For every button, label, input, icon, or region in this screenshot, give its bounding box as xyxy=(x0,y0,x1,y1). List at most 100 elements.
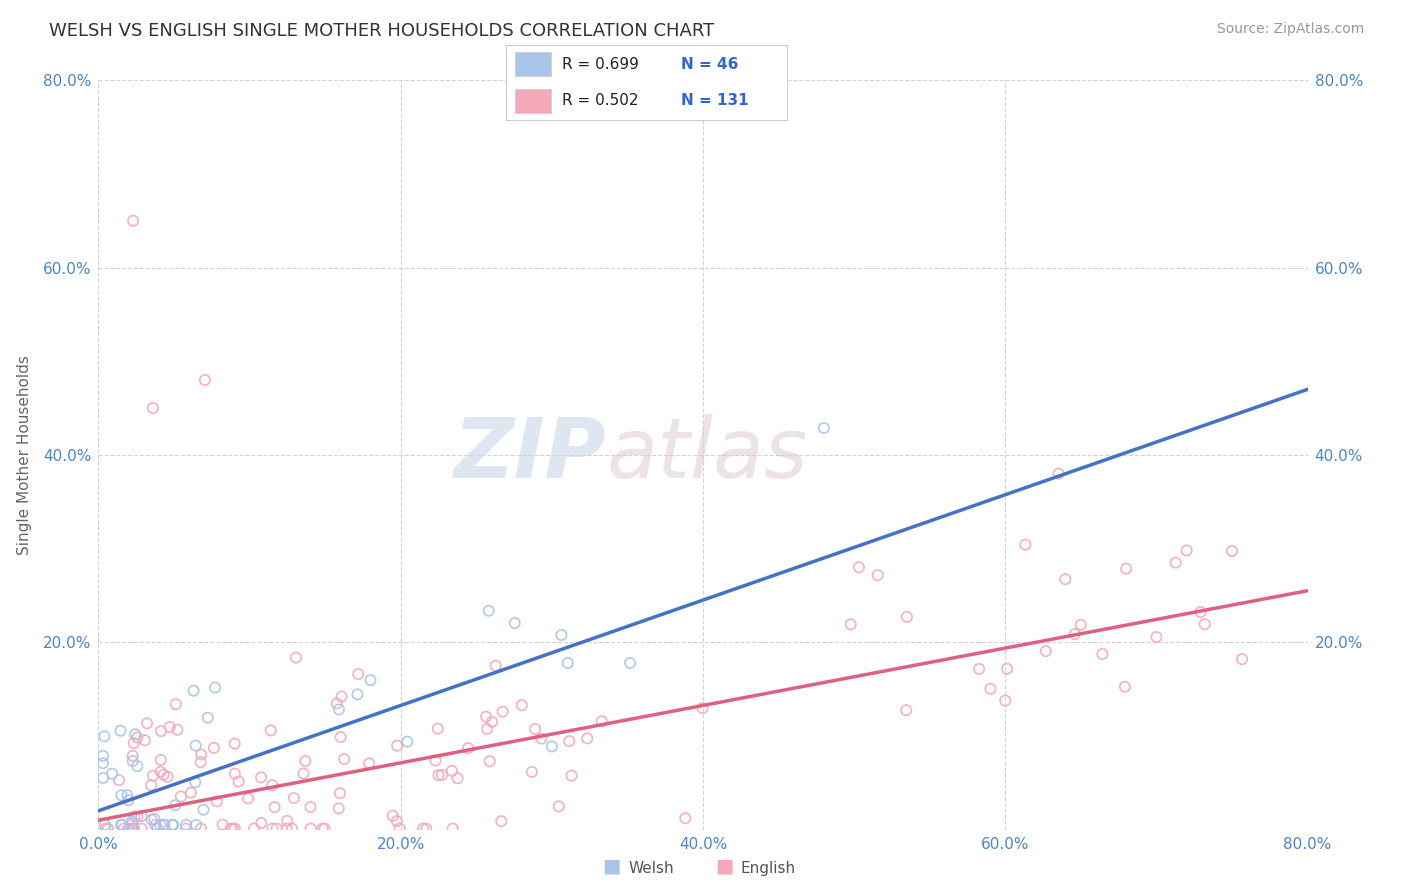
Point xyxy=(839,617,862,632)
Point xyxy=(122,736,145,750)
Point xyxy=(1230,652,1253,666)
Point xyxy=(328,801,350,815)
Point xyxy=(97,822,120,836)
Point xyxy=(1194,617,1216,632)
Point xyxy=(1014,538,1036,552)
Point xyxy=(1114,680,1136,694)
Point xyxy=(94,822,117,836)
Point xyxy=(388,822,411,836)
Point xyxy=(110,818,132,832)
Point xyxy=(101,766,124,780)
Point xyxy=(440,764,463,778)
Point xyxy=(117,793,139,807)
Point xyxy=(236,791,259,805)
Text: R = 0.699: R = 0.699 xyxy=(562,57,640,72)
Point xyxy=(1189,605,1212,619)
Point xyxy=(1047,467,1070,481)
Point xyxy=(184,739,207,753)
Text: atlas: atlas xyxy=(606,415,808,495)
Point xyxy=(475,710,498,724)
Text: ZIP: ZIP xyxy=(454,415,606,495)
Point xyxy=(205,794,228,808)
Point xyxy=(184,775,207,789)
Point xyxy=(561,768,583,782)
Point xyxy=(576,731,599,746)
Point xyxy=(193,803,215,817)
Point xyxy=(1070,617,1092,632)
Point xyxy=(492,705,515,719)
Point xyxy=(346,687,368,701)
Point xyxy=(276,822,298,836)
Point xyxy=(967,662,990,676)
Point xyxy=(160,818,183,832)
Point xyxy=(250,771,273,785)
Text: N = 131: N = 131 xyxy=(681,93,748,108)
Point xyxy=(127,731,149,745)
Point xyxy=(896,610,918,624)
Point xyxy=(121,814,143,829)
Point xyxy=(381,809,404,823)
Point xyxy=(122,213,145,227)
Point xyxy=(142,769,165,783)
Point xyxy=(134,733,156,747)
Text: ■: ■ xyxy=(602,857,621,876)
Point xyxy=(260,723,283,738)
Point xyxy=(524,722,547,736)
Point xyxy=(266,822,288,836)
Point xyxy=(385,739,408,753)
Point xyxy=(673,811,696,825)
Point xyxy=(124,727,146,741)
Point xyxy=(222,822,245,836)
Point xyxy=(243,822,266,836)
Point xyxy=(294,754,316,768)
Point xyxy=(131,809,153,823)
Point xyxy=(170,789,193,804)
Point xyxy=(263,800,285,814)
Point xyxy=(110,723,132,738)
Point xyxy=(127,810,149,824)
Point xyxy=(276,814,298,828)
Point xyxy=(1144,630,1167,644)
Point xyxy=(174,822,197,836)
Text: WELSH VS ENGLISH SINGLE MOTHER HOUSEHOLDS CORRELATION CHART: WELSH VS ENGLISH SINGLE MOTHER HOUSEHOLD… xyxy=(49,22,714,40)
Point xyxy=(111,818,134,832)
Point xyxy=(1220,544,1243,558)
Point xyxy=(328,702,350,716)
Point xyxy=(149,818,172,832)
Point xyxy=(262,778,284,792)
Point xyxy=(813,421,835,435)
Point xyxy=(183,683,205,698)
Point xyxy=(153,818,176,832)
Point xyxy=(979,681,1001,696)
Point xyxy=(478,604,501,618)
Point xyxy=(202,740,225,755)
Point xyxy=(326,697,349,711)
Point xyxy=(441,822,464,836)
Point xyxy=(219,822,242,836)
Point xyxy=(1115,561,1137,575)
Point xyxy=(122,822,145,836)
Point xyxy=(93,729,115,743)
Point xyxy=(149,753,172,767)
Point xyxy=(503,615,526,630)
Point xyxy=(162,818,184,832)
Point xyxy=(117,822,139,836)
Point xyxy=(446,771,468,785)
Point xyxy=(281,822,304,836)
Point xyxy=(152,768,174,782)
Point xyxy=(415,822,437,836)
Point xyxy=(994,693,1017,707)
Point xyxy=(131,822,153,836)
Point xyxy=(228,774,250,789)
Point xyxy=(692,701,714,715)
Point xyxy=(124,809,146,823)
Point xyxy=(896,703,918,717)
Point xyxy=(121,748,143,763)
Point xyxy=(547,799,569,814)
Point xyxy=(262,822,284,836)
Point xyxy=(150,724,173,739)
Text: R = 0.502: R = 0.502 xyxy=(562,93,638,108)
Point xyxy=(141,813,163,827)
Text: English: English xyxy=(741,861,796,876)
Point xyxy=(139,778,162,792)
